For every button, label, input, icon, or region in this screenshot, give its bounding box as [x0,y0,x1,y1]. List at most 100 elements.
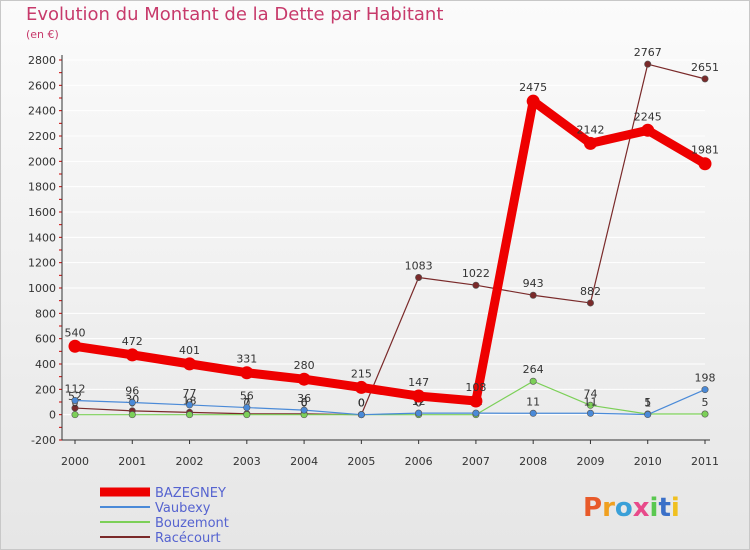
data-point [526,94,540,108]
data-point [529,409,537,417]
data-point [586,401,594,409]
data-label: 2142 [576,123,604,136]
data-point [186,411,194,419]
data-point [243,404,251,412]
chart-subtitle: (en €) [26,28,59,41]
y-tick-label: 600 [35,333,56,346]
data-label: 56 [240,390,254,403]
data-point [586,409,594,417]
data-point [415,273,423,281]
data-label: 882 [580,285,601,298]
data-point [583,136,597,150]
y-tick-label: 2600 [28,79,56,92]
series-line [74,380,706,416]
data-label: 1981 [691,144,719,157]
data-label: 7 [243,396,250,409]
data-point [354,380,368,394]
data-label: 401 [179,344,200,357]
data-point [243,411,251,419]
proxiti-logo: Proxiti [583,493,680,523]
data-point [125,348,139,362]
data-point [412,389,426,403]
data-label: 331 [236,353,257,366]
y-tick-label: 0 [49,409,56,422]
data-point [529,377,537,385]
x-tick-label: 2005 [347,455,375,468]
x-tick-label: 2010 [634,455,662,468]
data-point [186,401,194,409]
data-label: 5 [702,396,709,409]
legend-label: Racécourt [155,531,221,546]
y-tick-label: -200 [31,434,56,447]
x-tick-label: 2002 [176,455,204,468]
data-label: 18 [183,394,197,407]
data-label: 6 [301,396,308,409]
y-tick-label: 800 [35,307,56,320]
data-point [240,366,254,380]
data-point [71,411,79,419]
y-tick-label: 1200 [28,257,56,270]
data-label: 280 [294,359,315,372]
x-tick-label: 2003 [233,455,261,468]
x-tick-label: 2004 [290,455,318,468]
y-tick-label: 2400 [28,105,56,118]
data-label: 2651 [691,61,719,74]
data-point [586,299,594,307]
y-tick-label: 200 [35,383,56,396]
data-point [644,60,652,68]
y-tick-label: 400 [35,358,56,371]
data-label: 472 [122,335,143,348]
data-point [128,411,136,419]
series-vaubexy: 112967756360121211111198 [65,372,716,419]
data-point [698,157,712,171]
data-point [128,399,136,407]
chart-title: Evolution du Montant de la Dette par Hab… [26,4,444,25]
legend-label: Vaubexy [155,501,211,516]
data-point [701,410,709,418]
series-line [74,63,706,416]
data-point [300,406,308,414]
data-label: 943 [523,277,544,290]
data-label: 2475 [519,81,547,94]
data-point [68,339,82,353]
data-label: 198 [695,372,716,385]
y-tick-label: 1800 [28,181,56,194]
data-label: 96 [125,385,139,398]
y-tick-label: 2200 [28,130,56,143]
y-tick-label: 2800 [28,54,56,67]
x-tick-label: 2007 [462,455,490,468]
data-label: 11 [583,395,597,408]
data-label: 1 [644,397,651,410]
x-tick-label: 2009 [576,455,604,468]
x-tick-label: 2001 [118,455,146,468]
data-label: 264 [523,363,544,376]
y-tick-label: 1000 [28,282,56,295]
data-label: 1083 [405,259,433,272]
data-point [701,75,709,83]
x-tick-label: 2011 [691,455,719,468]
data-label: 2245 [634,110,662,123]
series-line [74,388,706,416]
data-label: 36 [297,392,311,405]
x-tick-label: 2006 [405,455,433,468]
data-point [415,409,423,417]
data-label: 0 [415,397,422,410]
y-tick-label: 1400 [28,231,56,244]
data-point [644,411,652,419]
x-tick-label: 2008 [519,455,547,468]
data-point [183,357,197,371]
data-point [469,394,483,408]
x-tick-label: 2000 [61,455,89,468]
data-label: 147 [408,376,429,389]
data-label: 112 [65,382,86,395]
data-point [472,281,480,289]
data-label: 0 [358,397,365,410]
data-label: 5 [644,396,651,409]
data-label: 74 [583,387,597,400]
data-label: 0 [358,397,365,410]
series-line [70,96,710,406]
legend-label: Bouzemont [155,516,229,531]
data-label: 52 [68,390,82,403]
data-label: 540 [65,326,86,339]
